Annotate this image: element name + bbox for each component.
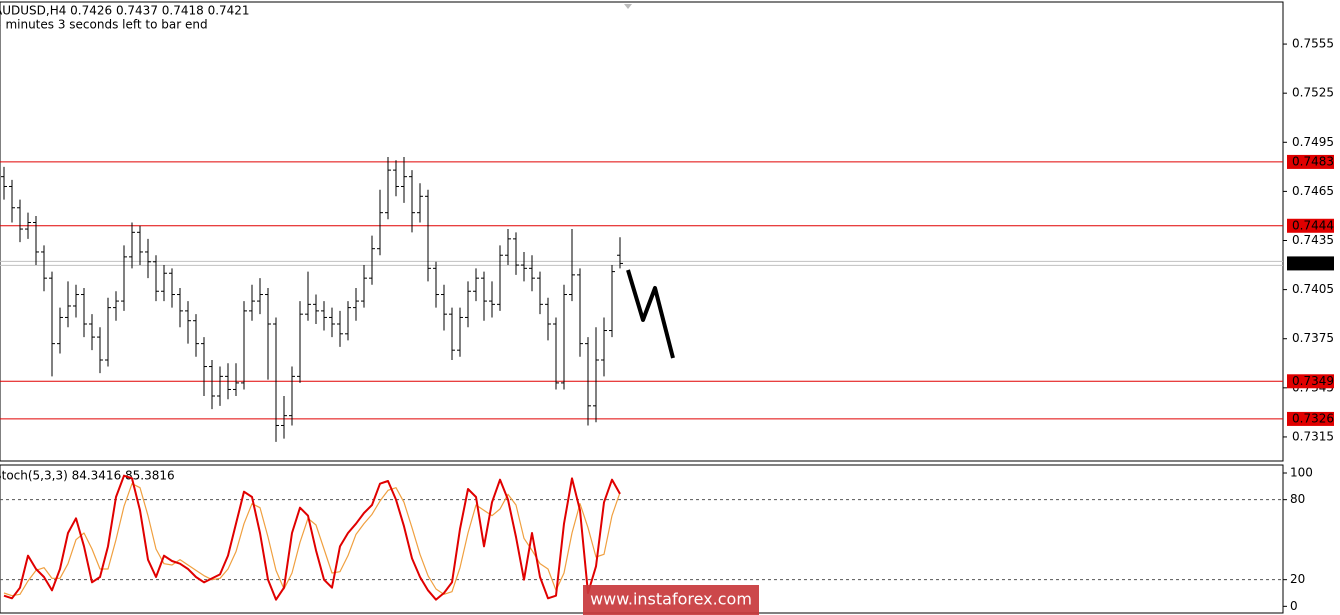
y-tick-label: 100: [1290, 466, 1313, 480]
y-tick-label: 0.7495: [1292, 135, 1334, 149]
y-tick-label: 0.7525: [1292, 86, 1334, 100]
y-tick-label: 0.7375: [1292, 331, 1334, 345]
y-tick-label: 20: [1290, 572, 1305, 586]
level-label-box: [1287, 154, 1334, 169]
shift-marker: [624, 4, 632, 9]
level-label: 0.7349: [1292, 374, 1334, 388]
current-label-box: [1287, 256, 1334, 271]
y-tick-label: 80: [1290, 492, 1305, 506]
chart-subtitle: 5 minutes 3 seconds left to bar end: [0, 18, 208, 32]
level-label-box: [1287, 411, 1334, 426]
y-tick-label: 0.7465: [1292, 184, 1334, 198]
level-label: 0.7444: [1292, 218, 1334, 232]
watermark: www.instaforex.com: [590, 590, 752, 609]
y-tick-label: 0.7315: [1292, 429, 1334, 443]
y-tick-label: 0.7435: [1292, 233, 1334, 247]
watermark-box: [583, 585, 759, 615]
level-label-box: [1287, 218, 1334, 233]
stoch-line: [3, 474, 621, 601]
y-tick-label: 0.7405: [1292, 282, 1334, 296]
level-label-box: [1287, 374, 1334, 389]
y-tick-label: 0: [1290, 599, 1298, 613]
indicator-title: Stoch(5,3,3) 84.3416 85.3816: [0, 469, 175, 483]
current-label: 0.7421: [1292, 256, 1334, 270]
chart-title: AUDUSD,H4 0.7426 0.7437 0.7418 0.7421: [0, 4, 250, 18]
level-label: 0.7483: [1292, 154, 1334, 168]
y-tick-label: 0.7555: [1292, 37, 1334, 51]
level-label: 0.7326: [1292, 411, 1334, 425]
stoch-line: [3, 483, 621, 597]
main-panel: [0, 1, 1284, 462]
forecast-arrow: [626, 269, 675, 359]
